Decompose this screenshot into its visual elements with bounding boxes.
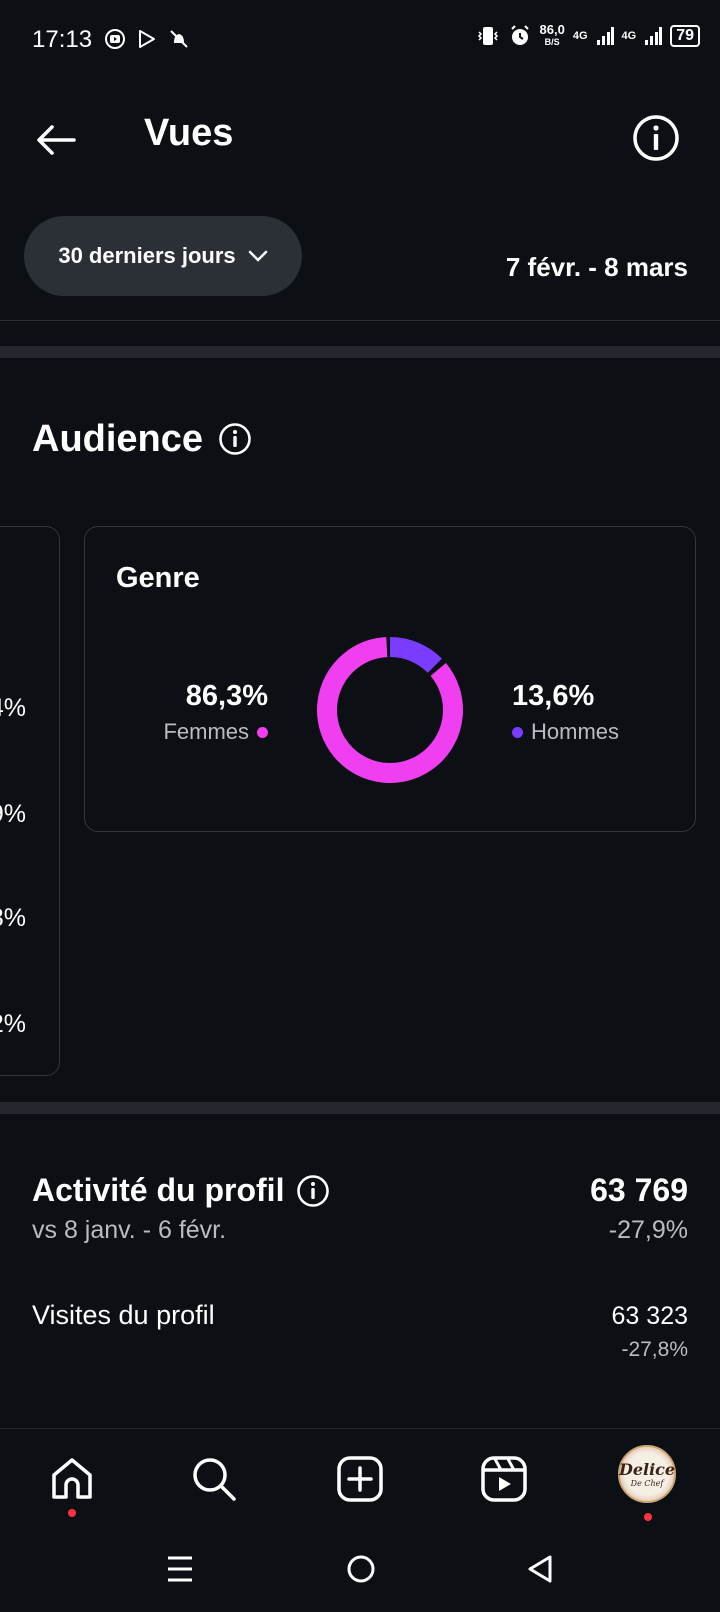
gender-card[interactable]	[84, 526, 696, 832]
women-legend-dot	[257, 726, 268, 738]
add-post-icon	[337, 1456, 383, 1502]
men-percentage: 13,6%	[512, 680, 595, 712]
men-label: Hommes	[531, 719, 620, 744]
profile-notification-dot	[644, 1513, 652, 1521]
date-range-dropdown[interactable]: 30 derniers jours	[24, 216, 302, 296]
divider	[0, 320, 720, 321]
avatar-logo-subtext: De Chef	[630, 1479, 664, 1488]
sim1-network-type: 4G	[572, 30, 588, 42]
play-store-notification-icon	[139, 30, 155, 48]
section-divider	[0, 346, 720, 358]
donut-segment-men	[317, 637, 463, 783]
profile-visits-change: -27,8%	[621, 1338, 688, 1361]
audience-info-icon[interactable]	[218, 422, 252, 456]
alarm-icon	[510, 25, 529, 45]
comparison-period: vs 8 janv. - 6 févr.	[32, 1216, 227, 1244]
search-icon	[193, 1458, 236, 1501]
age-percentage-3: 3%	[0, 904, 26, 932]
profile-visits-label: Visites du profil	[32, 1300, 215, 1330]
profile-activity-total: 63 769	[590, 1172, 688, 1208]
net-speed-value: 86,0	[539, 22, 565, 37]
net-speed: 86,0 B/S	[539, 22, 565, 48]
age-card-partial[interactable]	[0, 526, 60, 1076]
profile-activity-title: Activité du profil	[32, 1172, 285, 1208]
system-status-icons: 86,0 B/S 4G 4G 79	[476, 22, 700, 48]
signal-icon-1	[596, 27, 614, 45]
home-icon	[52, 1458, 92, 1499]
battery-level: 79	[676, 27, 694, 44]
nav-home[interactable]	[46, 1453, 98, 1517]
profile-activity-change: -27,9%	[608, 1216, 688, 1244]
audience-title: Audience	[32, 418, 204, 460]
men-legend-dot	[512, 726, 523, 738]
donut-segment-women	[317, 637, 463, 783]
vibrate-icon	[477, 27, 498, 45]
age-percentage-1: 4%	[0, 694, 26, 722]
section-divider	[0, 1102, 720, 1114]
gender-card-title: Genre	[116, 562, 200, 594]
battery-icon: 79	[670, 25, 700, 47]
profile-activity-info-icon[interactable]	[296, 1174, 330, 1208]
home-notification-dot	[68, 1509, 76, 1517]
women-label: Femmes	[163, 719, 249, 744]
age-percentage-2: 9%	[0, 800, 26, 828]
notification-icons	[104, 28, 190, 50]
signal-icon-2	[645, 27, 663, 45]
women-legend: Femmes	[163, 719, 268, 745]
net-speed-unit: B/S	[544, 37, 560, 47]
chevron-down-icon	[248, 250, 267, 262]
system-navigation-bar	[0, 1530, 720, 1612]
muted-notification-icon	[170, 30, 188, 48]
status-time: 17:13	[32, 26, 93, 53]
sim2-network-type: 4G	[621, 30, 637, 42]
women-percentage: 86,3%	[185, 680, 268, 712]
status-bar: 17:13 86,0 B/S 4G 4G 79	[0, 0, 720, 80]
home-button-icon[interactable]	[346, 1554, 376, 1584]
gender-donut-chart	[317, 637, 463, 783]
info-icon[interactable]	[632, 114, 680, 162]
bottom-navigation: Delice De Chef	[0, 1428, 720, 1531]
men-stat: 13,6% Hommes	[512, 680, 619, 745]
date-range-text: 7 févr. - 8 mars	[505, 252, 688, 282]
back-button-icon[interactable]	[526, 1554, 554, 1584]
nav-reels[interactable]	[478, 1453, 530, 1505]
reels-icon	[481, 1456, 527, 1502]
men-legend: Hommes	[512, 719, 619, 745]
profile-avatar[interactable]: Delice De Chef	[618, 1445, 676, 1503]
women-stat: 86,3% Femmes	[163, 680, 268, 745]
profile-visits-value: 63 323	[611, 1302, 688, 1330]
back-arrow-icon[interactable]	[32, 116, 80, 164]
date-range-dropdown-label: 30 derniers jours	[58, 243, 236, 268]
age-percentage-4: 2%	[0, 1010, 26, 1038]
nav-create[interactable]	[334, 1453, 386, 1505]
nav-search[interactable]	[188, 1453, 240, 1505]
youtube-notification-icon	[105, 29, 125, 49]
avatar-logo-text: Delice	[618, 1460, 676, 1479]
recent-apps-icon[interactable]	[166, 1554, 194, 1584]
page-title: Vues	[144, 112, 234, 154]
